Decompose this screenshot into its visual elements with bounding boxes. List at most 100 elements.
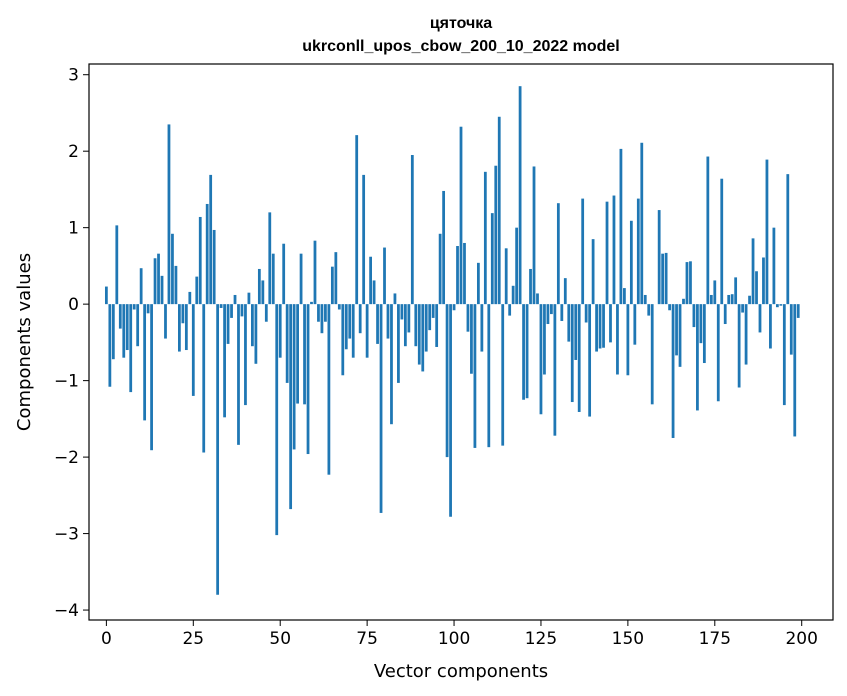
bar [181,304,185,324]
y-tick-label: 0 [68,295,79,315]
bar [515,227,519,305]
bar [341,304,345,376]
bar [358,304,362,334]
bar [727,294,731,305]
bar [650,304,654,405]
bar [431,304,435,318]
bar [501,304,505,446]
bar [758,304,762,333]
bar [143,304,147,421]
y-axis-ticks: −4 −3 −2 −1 0 1 2 3 [54,66,89,621]
bar [296,304,299,404]
bar [647,304,651,316]
bar [591,239,595,305]
bar [195,276,199,305]
bar [494,165,498,305]
bar [122,304,126,358]
bar [550,304,553,315]
bar [598,304,602,349]
bar [303,304,306,405]
bar [369,256,372,305]
bar [355,135,359,305]
bar [480,304,484,352]
bar [310,301,313,305]
bar [640,142,644,305]
x-tick-label: 100 [438,629,470,649]
bar [160,275,164,305]
bar [661,253,665,305]
bar [383,247,386,305]
bar [111,304,115,360]
bar [230,304,233,318]
bar [487,304,491,448]
bar [285,304,289,383]
x-tick-label: 25 [182,629,204,649]
bar [292,304,296,450]
bar [212,229,216,305]
bar [716,304,720,402]
bar [365,304,369,358]
bar [775,304,779,308]
bar [397,304,400,383]
bar [424,304,428,352]
bar [216,304,220,595]
bar [313,240,317,305]
bar [184,304,188,351]
bar [682,298,685,305]
bar [702,304,706,364]
bar [536,293,539,305]
bar [191,304,195,396]
bar [320,304,324,334]
bar [789,304,793,355]
bar [240,304,244,317]
bar [692,304,696,328]
bar [504,248,508,305]
bar [748,295,751,305]
bar [696,304,699,411]
bar [563,278,567,305]
bar [435,304,439,347]
y-tick-label: 1 [68,219,79,239]
bar [261,280,265,305]
bar [275,304,279,536]
bar [720,178,724,305]
bar [490,213,494,305]
bar [657,210,661,305]
bar [616,304,619,375]
bar [251,304,254,347]
bar [317,304,320,322]
bar [755,271,758,305]
bar [584,304,588,323]
bar [264,304,268,322]
bars-group [104,86,800,595]
bar [334,252,338,305]
bar [417,304,421,365]
chart-subtitle: ukrconll_upos_cbow_200_10_2022 model [302,38,619,55]
bar [205,203,209,305]
x-tick-label: 0 [101,629,112,649]
bar [734,277,738,305]
bar [529,268,532,305]
bar [556,203,560,305]
bar [741,304,744,313]
bar [699,304,703,344]
bar [209,174,213,305]
bar [709,294,713,305]
bar [188,291,192,305]
bar [164,304,167,339]
bar [244,304,247,406]
bar [570,304,574,403]
bar [178,304,181,352]
bar [125,304,129,351]
chart-title: цяточка [430,15,492,32]
bar [139,268,143,305]
bar [445,304,449,458]
bar [588,304,592,417]
bar [118,304,122,329]
bar [772,227,776,305]
bar [393,293,397,305]
bar [546,304,550,325]
bar [605,201,609,305]
y-tick-label: −4 [54,601,79,621]
